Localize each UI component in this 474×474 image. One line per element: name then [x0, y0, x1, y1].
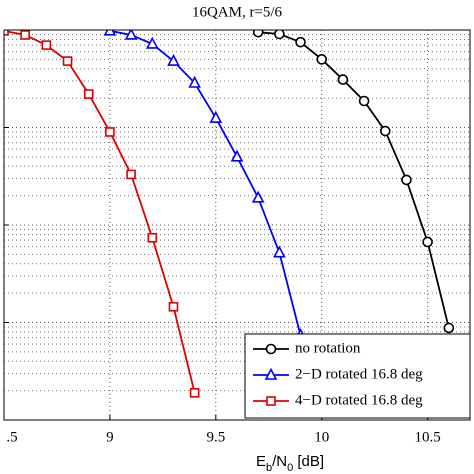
legend-label: 4−D rotated 16.8 deg [295, 392, 423, 408]
point [422, 236, 433, 248]
point [264, 367, 278, 380]
point [168, 301, 179, 312]
point [401, 174, 412, 186]
point [274, 30, 285, 40]
series-line [258, 31, 450, 329]
point [230, 149, 244, 162]
point [62, 56, 73, 66]
point [126, 169, 136, 180]
point [147, 232, 158, 243]
point [337, 74, 349, 85]
point [358, 95, 370, 107]
chart-title: 16QAM, r=5/6 [192, 4, 283, 20]
point [41, 40, 52, 50]
point [251, 190, 265, 203]
point [209, 110, 223, 123]
point [189, 388, 200, 398]
x-tick-label: 9 [106, 429, 114, 445]
point [124, 30, 138, 40]
x-axis-label: Eb/N0 [dB] [256, 453, 324, 474]
point [265, 343, 277, 355]
point [20, 30, 30, 40]
series-line [4, 30, 196, 394]
x-tick-label: 10.5 [415, 429, 441, 445]
ticks: .5 9 9.5 10 10.5 [3, 29, 441, 445]
point [4, 30, 9, 36]
legend-label: no rotation [295, 340, 361, 356]
point [316, 54, 328, 65]
point [105, 127, 115, 137]
point [266, 396, 276, 406]
x-tick-label: 10 [314, 429, 329, 445]
point [379, 125, 391, 137]
point [167, 53, 180, 66]
legend-label: 2−D rotated 16.8 deg [295, 366, 423, 382]
point [188, 75, 201, 88]
point [273, 245, 286, 258]
series-line [109, 30, 302, 336]
legend-box [244, 333, 471, 419]
plot-area [4, 30, 455, 398]
x-tick-label: 9.5 [206, 429, 225, 445]
point [83, 89, 94, 99]
point [145, 36, 159, 49]
point [443, 322, 455, 334]
point [252, 30, 264, 38]
point [295, 36, 306, 48]
x-tick-label: .5 [6, 429, 17, 445]
legend: no rotation 2−D rotated 16.8 deg 4−D rotat… [244, 333, 471, 419]
